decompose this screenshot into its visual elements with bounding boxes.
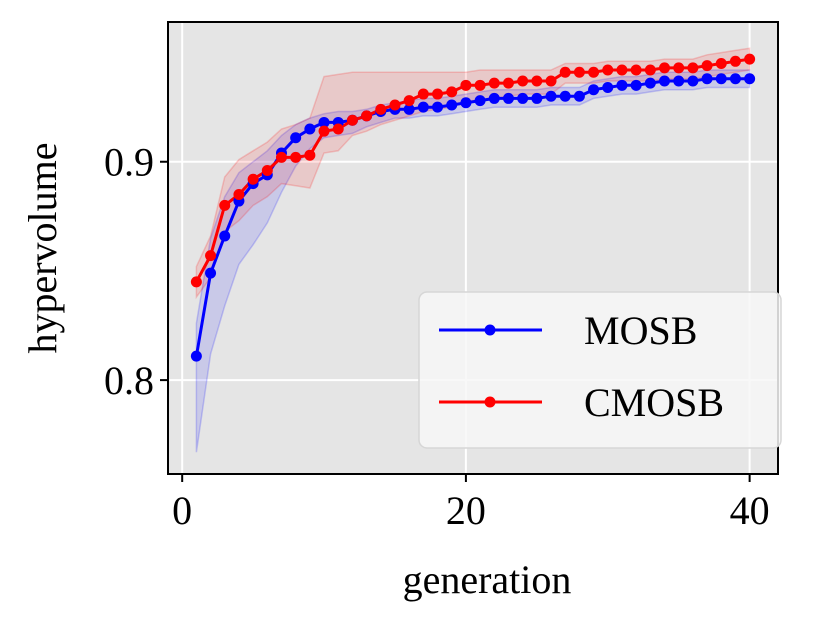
point-mosb-8 [290, 132, 302, 144]
point-cmosb-13 [361, 110, 373, 122]
point-cmosb-20 [460, 79, 472, 91]
point-cmosb-8 [290, 151, 302, 163]
point-cmosb-15 [389, 99, 401, 111]
x-axis-ticks: 0 20 40 [172, 474, 770, 533]
x-tick-label-1: 20 [446, 488, 486, 533]
point-cmosb-9 [304, 149, 316, 161]
point-cmosb-33 [644, 64, 656, 76]
legend: MOSB CMOSB [418, 291, 782, 449]
plot-frame [167, 21, 779, 475]
point-cmosb-27 [559, 66, 571, 78]
point-mosb-28 [573, 90, 585, 102]
point-mosb-10 [318, 116, 330, 128]
series-markers [190, 53, 756, 362]
point-cmosb-30 [602, 64, 614, 76]
point-mosb-27 [559, 90, 571, 102]
point-mosb-34 [659, 75, 671, 87]
point-cmosb-23 [502, 77, 514, 89]
point-mosb-38 [715, 73, 727, 85]
point-cmosb-38 [715, 57, 727, 69]
point-mosb-26 [545, 90, 557, 102]
legend-marker-cmosb [484, 396, 496, 408]
point-cmosb-12 [346, 114, 358, 126]
point-cmosb-14 [375, 103, 387, 115]
y-tick-label-1: 0.9 [104, 140, 154, 185]
point-cmosb-34 [659, 62, 671, 74]
point-mosb-22 [488, 92, 500, 104]
point-mosb-23 [502, 92, 514, 104]
point-cmosb-10 [318, 125, 330, 137]
point-mosb-37 [701, 73, 713, 85]
point-mosb-32 [630, 79, 642, 91]
band-cmosb [195, 47, 751, 300]
point-mosb-18 [432, 101, 444, 113]
point-cmosb-4 [233, 189, 245, 201]
point-mosb-40 [744, 73, 756, 85]
point-cmosb-3 [219, 199, 231, 211]
point-cmosb-6 [261, 164, 273, 176]
point-mosb-25 [531, 92, 543, 104]
point-cmosb-7 [275, 151, 287, 163]
point-cmosb-16 [403, 95, 415, 107]
point-cmosb-35 [673, 62, 685, 74]
x-tick-label-0: 0 [172, 488, 192, 533]
point-mosb-2 [205, 267, 217, 279]
point-cmosb-29 [588, 66, 600, 78]
point-mosb-33 [644, 77, 656, 89]
point-mosb-39 [729, 73, 741, 85]
point-cmosb-32 [630, 64, 642, 76]
legend-label-mosb: MOSB [584, 308, 697, 353]
line-cmosb [195, 57, 750, 283]
point-mosb-24 [517, 92, 529, 104]
point-mosb-1 [190, 350, 202, 362]
x-tick-label-2: 40 [730, 488, 770, 533]
point-cmosb-1 [190, 276, 202, 288]
point-cmosb-11 [332, 123, 344, 135]
point-cmosb-25 [531, 75, 543, 87]
point-mosb-29 [588, 84, 600, 96]
point-mosb-30 [602, 82, 614, 94]
point-cmosb-24 [517, 75, 529, 87]
point-mosb-17 [417, 101, 429, 113]
point-cmosb-26 [545, 75, 557, 87]
line-mosb [194, 77, 750, 357]
point-cmosb-31 [616, 64, 628, 76]
point-mosb-9 [304, 123, 316, 135]
y-axis-ticks: 0.8 0.9 [104, 140, 168, 403]
point-mosb-35 [673, 75, 685, 87]
confidence-bands [195, 47, 751, 453]
point-cmosb-18 [432, 88, 444, 100]
point-mosb-36 [687, 75, 699, 87]
point-cmosb-5 [247, 173, 259, 185]
y-tick-label-0: 0.8 [104, 358, 154, 403]
point-cmosb-22 [488, 77, 500, 89]
x-axis-label: generation [403, 557, 572, 602]
point-mosb-16 [403, 103, 415, 115]
point-cmosb-17 [417, 88, 429, 100]
point-cmosb-19 [446, 86, 458, 98]
point-mosb-21 [474, 95, 486, 107]
series-lines [194, 57, 750, 357]
point-cmosb-28 [573, 66, 585, 78]
legend-marker-mosb [484, 324, 496, 336]
point-cmosb-37 [701, 60, 713, 72]
point-cmosb-39 [729, 55, 741, 67]
legend-label-cmosb: CMOSB [584, 380, 724, 425]
point-cmosb-40 [744, 53, 756, 65]
y-axis-label: hypervolume [20, 142, 65, 353]
point-mosb-19 [446, 99, 458, 111]
point-cmosb-36 [687, 62, 699, 74]
point-cmosb-21 [474, 79, 486, 91]
point-mosb-20 [460, 97, 472, 109]
band-mosb [195, 69, 751, 453]
point-mosb-3 [219, 230, 231, 242]
point-cmosb-2 [205, 250, 217, 262]
point-mosb-31 [616, 79, 628, 91]
